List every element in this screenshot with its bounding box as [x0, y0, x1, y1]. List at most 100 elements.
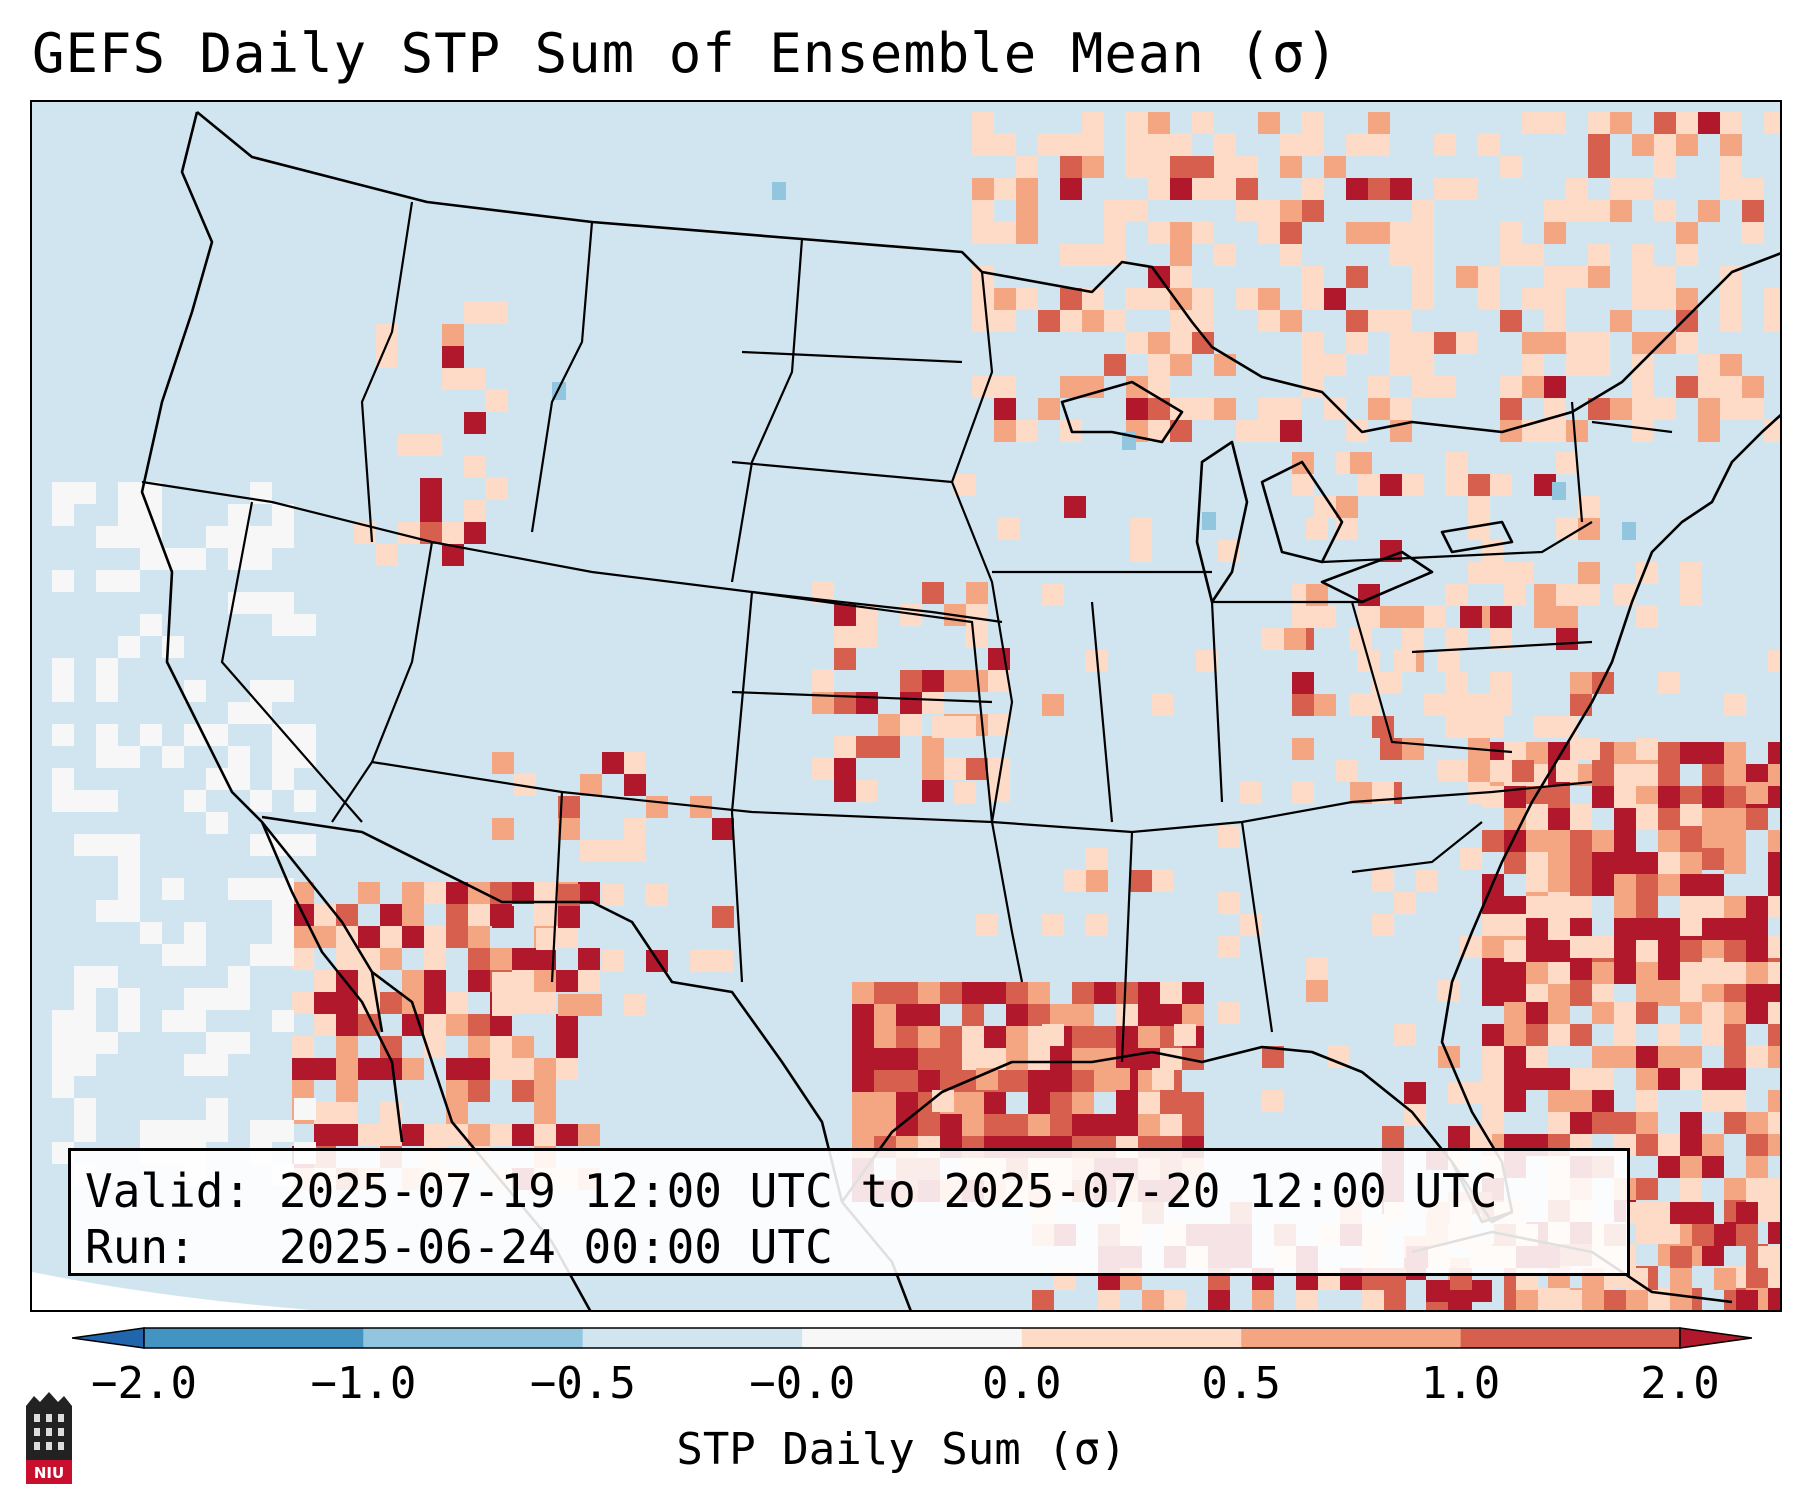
anomaly-cell: [1490, 562, 1512, 584]
anomaly-cell: [1426, 1280, 1448, 1302]
anomaly-cell: [420, 522, 442, 544]
anomaly-cell: [420, 478, 442, 500]
anomaly-cell: [74, 790, 96, 812]
anomaly-cell: [922, 780, 944, 802]
anomaly-cell: [1126, 112, 1148, 134]
anomaly-cell: [1768, 1310, 1782, 1312]
anomaly-cell: [1680, 962, 1702, 984]
anomaly-cell: [1746, 1266, 1768, 1288]
anomaly-cell: [1768, 874, 1780, 896]
anomaly-cell: [1490, 672, 1512, 694]
anomaly-cell: [118, 526, 140, 548]
anomaly-cell: [1482, 1046, 1504, 1068]
anomaly-cell: [1658, 980, 1680, 1002]
anomaly-cell: [966, 582, 988, 604]
anomaly-cell: [380, 1124, 402, 1146]
anomaly-cell: [1570, 1090, 1592, 1112]
anomaly-cell: [962, 1004, 984, 1026]
anomaly-cell: [206, 526, 228, 548]
anomaly-cell: [446, 926, 468, 948]
anomaly-cell: [1500, 420, 1522, 442]
anomaly-cell: [1724, 742, 1746, 764]
anomaly-cell: [646, 796, 668, 818]
anomaly-cell: [1746, 918, 1768, 940]
anomaly-cell: [1570, 918, 1592, 940]
anomaly-cell: [1412, 354, 1434, 376]
colorbar-label: STP Daily Sum (σ): [676, 1424, 1127, 1475]
nm-east: [730, 591, 754, 983]
anomaly-cell: [1636, 1222, 1658, 1244]
anomaly-cell: [1050, 1048, 1072, 1070]
anomaly-cell: [272, 592, 294, 614]
anomaly-cell: [1302, 288, 1324, 310]
anomaly-cell: [1280, 398, 1302, 420]
anomaly-cell: [962, 1026, 984, 1048]
anomaly-cell: [1526, 896, 1548, 918]
anomaly-cell: [1610, 310, 1632, 332]
anomaly-cell: [1592, 962, 1614, 984]
anomaly-cell: [52, 482, 74, 504]
colorbar-bins: [72, 1327, 1752, 1349]
anomaly-cell: [972, 112, 994, 134]
anomaly-cell: [1412, 288, 1434, 310]
anomaly-cell: [1680, 1178, 1702, 1200]
anomaly-cell: [1768, 830, 1780, 852]
anomaly-cell: [52, 1076, 74, 1098]
anomaly-cell: [512, 1080, 534, 1102]
anomaly-cell: [1548, 1310, 1570, 1312]
anomaly-cell: [52, 658, 74, 680]
anomaly-cell: [994, 222, 1016, 244]
anomaly-cell: [1324, 354, 1346, 376]
anomaly-cell: [1038, 398, 1060, 420]
anomaly-cell: [96, 746, 118, 768]
anomaly-cell: [690, 950, 712, 972]
anomaly-cell: [1314, 606, 1336, 628]
anomaly-cell: [1412, 200, 1434, 222]
anomaly-cell: [1108, 1068, 1130, 1090]
colorbar-extend-low: [72, 1327, 145, 1349]
anomaly-cell: [1280, 310, 1302, 332]
anomaly-cell: [1746, 1156, 1768, 1178]
anomaly-cell: [1028, 982, 1050, 1004]
anomaly-cell: [1214, 178, 1236, 200]
anomaly-cell: [1534, 606, 1556, 628]
anomaly-cell: [1500, 398, 1522, 420]
anomaly-cell: [1526, 742, 1548, 764]
anomaly-cell: [228, 548, 250, 570]
anomaly-cell: [1724, 1112, 1746, 1134]
anomaly-cell: [1192, 288, 1214, 310]
anomaly-cell: [1698, 112, 1720, 134]
anomaly-cell: [1622, 522, 1636, 540]
anomaly-cell: [1724, 896, 1746, 918]
anomaly-cell: [1424, 694, 1446, 716]
anomaly-cell: [424, 882, 446, 904]
anomaly-cell: [1402, 606, 1424, 628]
anomaly-cell: [602, 752, 624, 774]
anomaly-cell: [1724, 940, 1746, 962]
anomaly-cell: [1306, 584, 1328, 606]
anomaly-cell: [1504, 852, 1526, 874]
anomaly-cell: [442, 324, 464, 346]
anomaly-cell: [468, 948, 490, 970]
southern-tier-b: [991, 780, 1593, 834]
anomaly-cell: [1670, 1268, 1692, 1290]
anomaly-cell: [1038, 134, 1060, 156]
anomaly-cell: [1556, 606, 1578, 628]
anomaly-cell: [1082, 244, 1104, 266]
anomaly-cell: [1724, 984, 1746, 1006]
anomaly-cell: [1292, 694, 1314, 716]
anomaly-cell: [1614, 852, 1636, 874]
anomaly-cell: [1720, 178, 1742, 200]
anomaly-cell: [1032, 1290, 1054, 1310]
anomaly-cell: [1438, 650, 1460, 672]
anomaly-cell: [896, 1070, 918, 1092]
anomaly-cell: [1592, 764, 1614, 786]
anomaly-cell: [446, 1014, 468, 1036]
anomaly-cell: [398, 522, 420, 544]
anomaly-cell: [834, 626, 856, 648]
lake-michigan: [1195, 440, 1249, 604]
anomaly-cell: [468, 1014, 490, 1036]
anomaly-cell: [1570, 958, 1592, 980]
anomaly-cell: [1456, 266, 1478, 288]
anomaly-cell: [1570, 936, 1592, 958]
